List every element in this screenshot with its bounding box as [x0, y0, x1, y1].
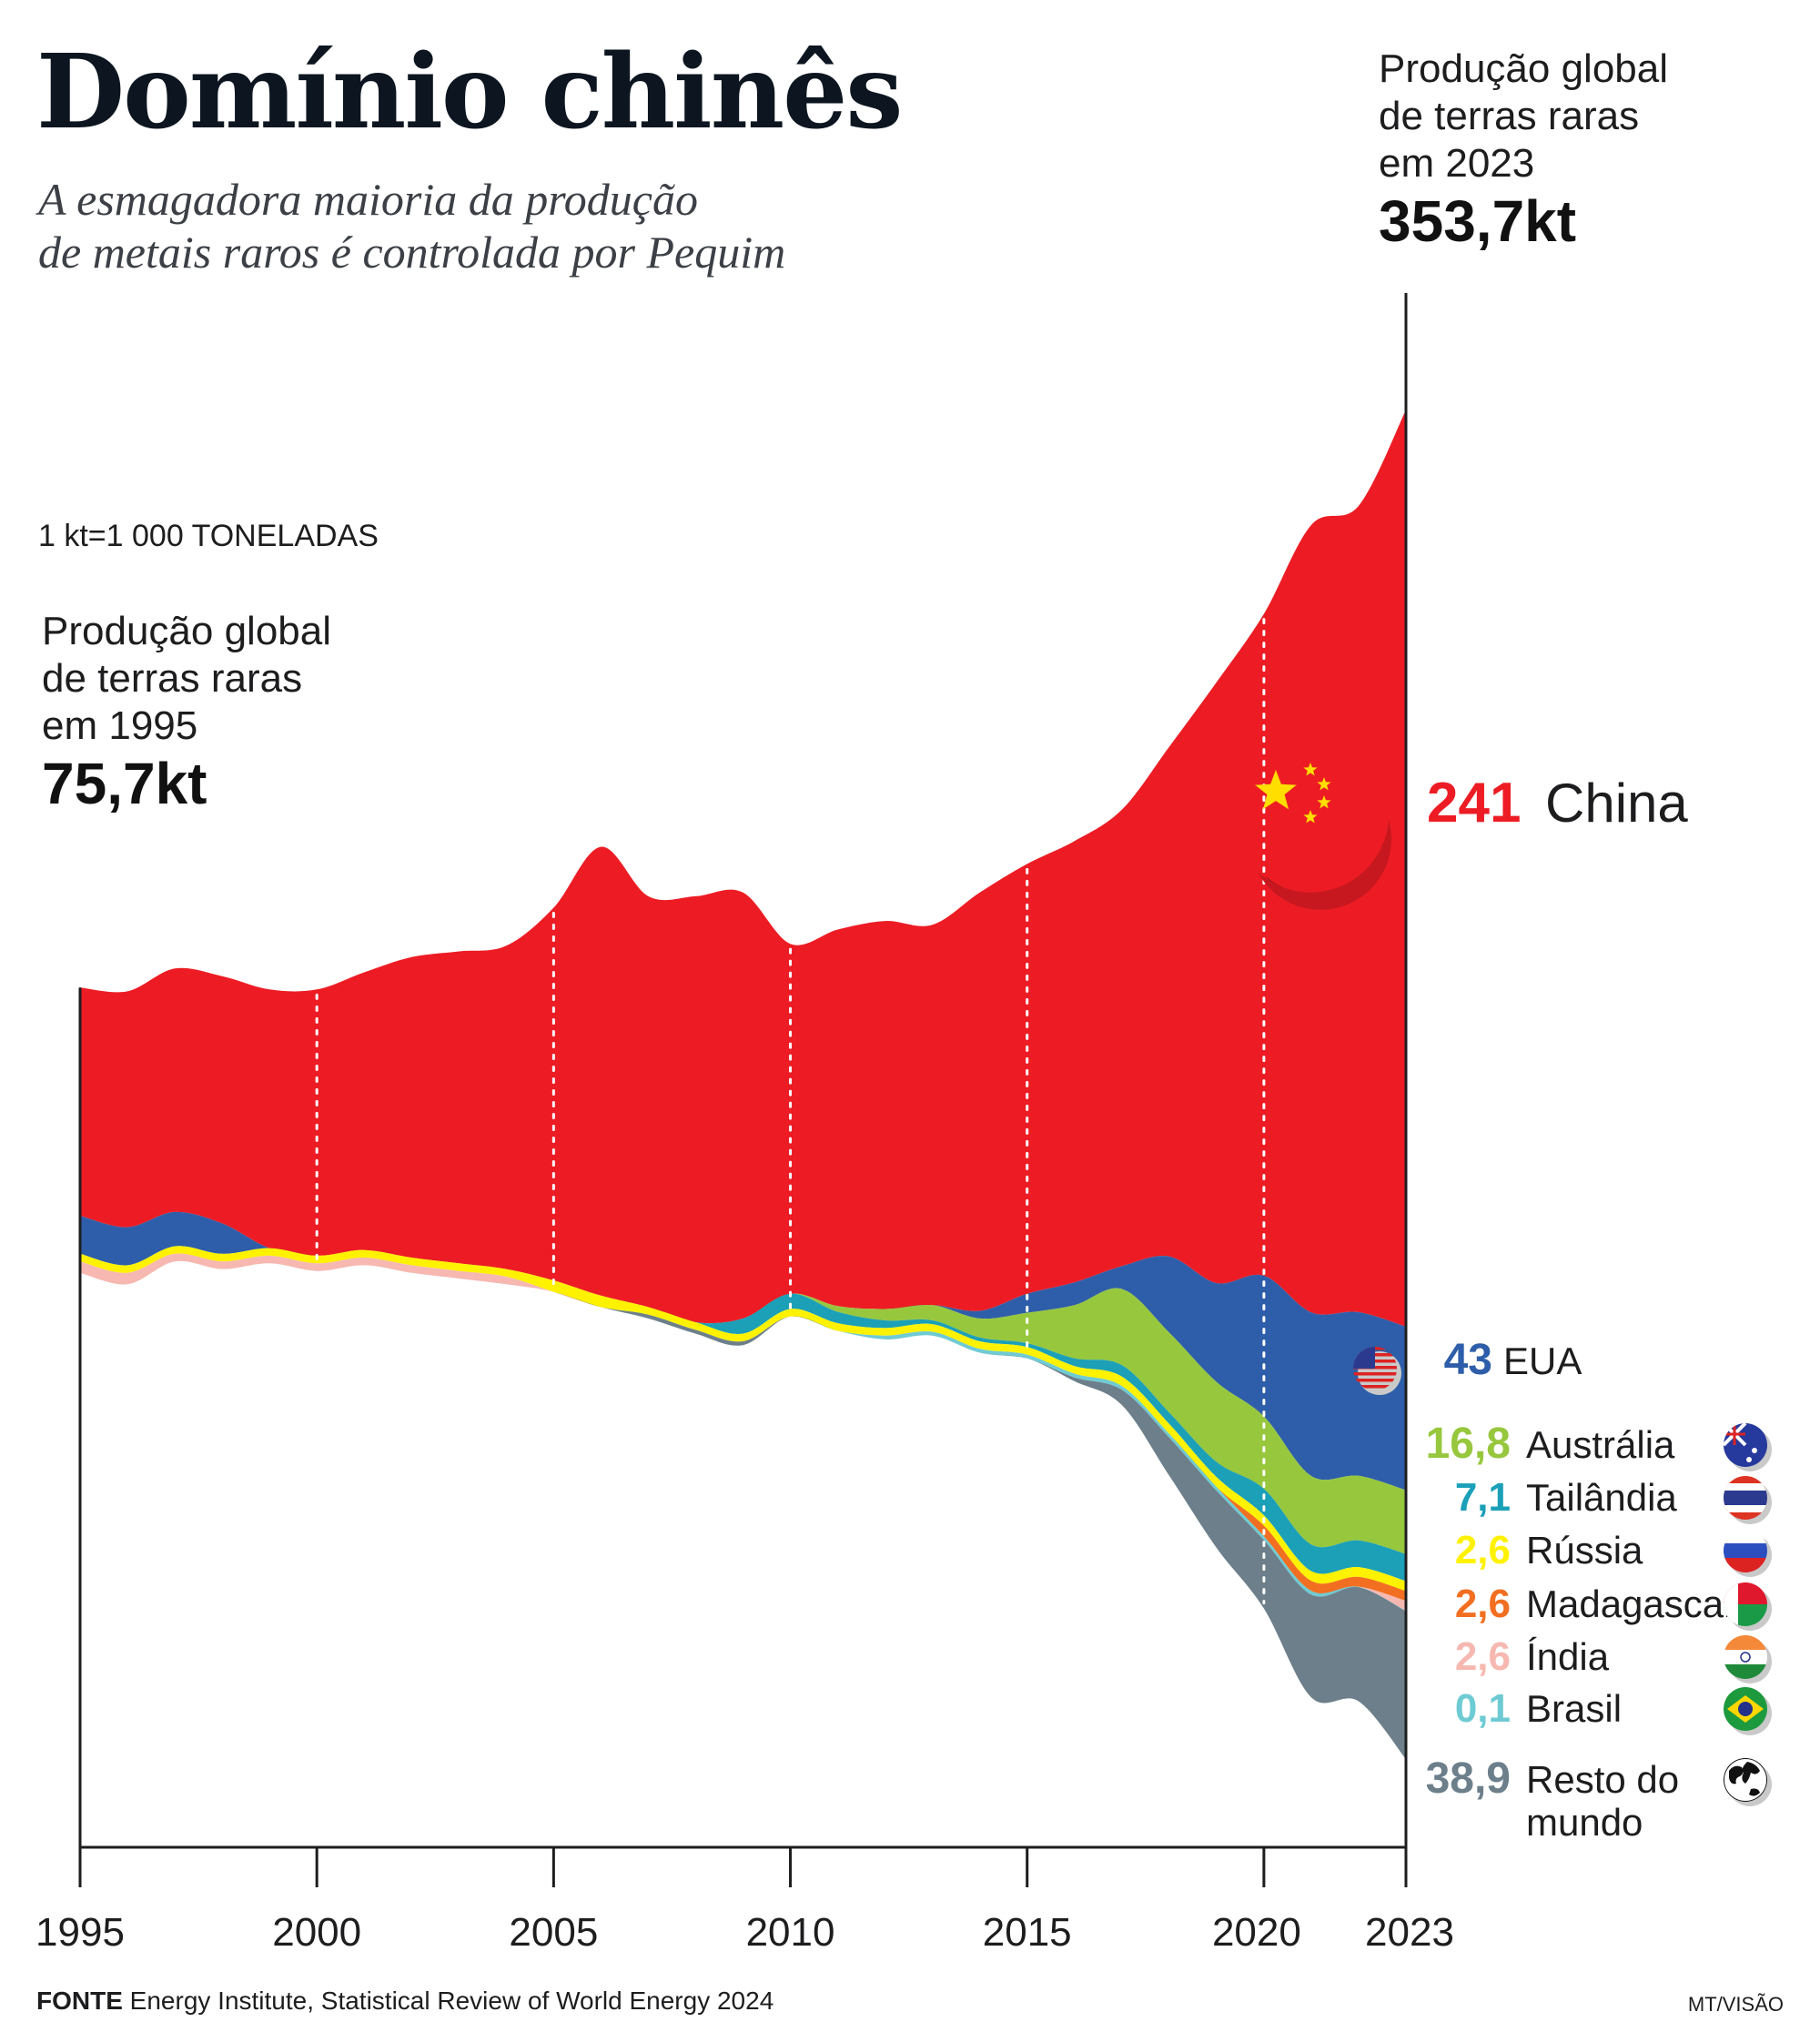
label-rússia: 2,6 Rússia [1455, 1528, 1643, 1572]
start-line-2: de terras raras [42, 656, 303, 701]
brazil-flag-icon [1724, 1687, 1772, 1735]
label-tailândia: 7,1 Tailândia [1455, 1475, 1678, 1520]
globe-icon [1724, 1758, 1772, 1806]
country-name: Brasil [1526, 1687, 1622, 1730]
layer-china [80, 409, 1406, 1327]
tick-label-2015: 2015 [983, 1910, 1072, 1955]
source-note: FONTE Energy Institute, Statistical Revi… [36, 1987, 774, 2016]
country-name: Rússia [1526, 1529, 1643, 1572]
value-label: 7,1 [1455, 1475, 1511, 1520]
tick-label-2010: 2010 [746, 1910, 835, 1955]
country-name: Tailândia [1526, 1476, 1677, 1519]
value-label: 16,8 [1426, 1420, 1511, 1468]
source-text: Energy Institute, Statistical Review of … [129, 1987, 774, 2015]
end-line-2: de terras raras [1379, 94, 1640, 138]
credit: MT/VISÃO [1687, 1993, 1784, 2016]
tick-label-2005: 2005 [509, 1910, 598, 1955]
label-brasil: 0,1 Brasil [1455, 1686, 1622, 1731]
tick-label-1995: 1995 [35, 1910, 125, 1955]
stream-layers [80, 409, 1406, 1760]
unit-note: 1 kt=1 000 TONELADAS [38, 519, 379, 553]
country-name: Resto do [1526, 1758, 1679, 1801]
thailand-flag-icon [1724, 1476, 1772, 1524]
label-madagascar: 2,6 Madagascar [1455, 1582, 1736, 1626]
country-name: China [1545, 773, 1688, 834]
country-name-line-2: mundo [1526, 1801, 1643, 1844]
country-name: Austrália [1526, 1423, 1675, 1466]
tick-label-2020: 2020 [1212, 1910, 1301, 1955]
label-china: 241 China [1427, 772, 1688, 834]
australia-flag-icon [1724, 1423, 1772, 1471]
label-índia: 2,6 Índia [1455, 1634, 1610, 1679]
flag-icons [1255, 763, 1772, 1806]
value-label: 43 [1444, 1336, 1492, 1384]
layer-eua [80, 1211, 1406, 1491]
value-label: 2,6 [1455, 1582, 1511, 1626]
layer-austrália [80, 1246, 1406, 1554]
country-name: Madagascar [1526, 1582, 1736, 1625]
source-label: FONTE [36, 1987, 123, 2015]
start-line-3: em 1995 [42, 703, 198, 748]
end-line-3: em 2023 [1379, 141, 1535, 186]
value-label: 2,6 [1455, 1528, 1511, 1572]
usa-flag-icon [1353, 1347, 1401, 1395]
page-title: Domínio chinês [36, 33, 903, 152]
value-label: 2,6 [1455, 1634, 1511, 1679]
value-label: 0,1 [1455, 1686, 1511, 1731]
subtitle-line-2: de metais raros é controlada por Pequim [38, 227, 786, 278]
axes [78, 293, 1408, 1887]
subtitle: A esmagadora maioria da produção de meta… [38, 173, 948, 278]
end-total-value: 353,7kt [1379, 188, 1577, 254]
country-name: EUA [1503, 1340, 1582, 1382]
start-total-value: 75,7kt [42, 751, 207, 816]
china-flag-icon [1255, 763, 1392, 910]
tick-label-2000: 2000 [272, 1910, 361, 1955]
india-flag-icon [1724, 1635, 1772, 1683]
end-annotation: Produção global de terras raras em 2023 … [1379, 45, 1668, 255]
label-eua: 43 EUA [1444, 1336, 1582, 1384]
start-annotation: Produção global de terras raras em 1995 … [42, 608, 331, 817]
label-austrália: 16,8 Austrália [1426, 1420, 1675, 1468]
subtitle-line-1: A esmagadora maioria da produção [38, 174, 698, 225]
russia-flag-icon [1724, 1529, 1772, 1577]
dotted-gridlines [315, 618, 1266, 1605]
series-labels: 241 China 43 EUA 16,8 Austrália 7,1 Tailândia 2,… [1426, 772, 1737, 1844]
start-line-1: Produção global [42, 609, 332, 653]
x-axis-ticks: 1995 2000 2005 2010 2015 2020 2023 [35, 1847, 1454, 1955]
end-line-1: Produção global [1379, 46, 1669, 91]
tick-label-2023: 2023 [1365, 1910, 1454, 1955]
value-label: 38,9 [1426, 1754, 1511, 1803]
country-name: Índia [1526, 1635, 1610, 1678]
value-label: 241 [1427, 772, 1521, 834]
